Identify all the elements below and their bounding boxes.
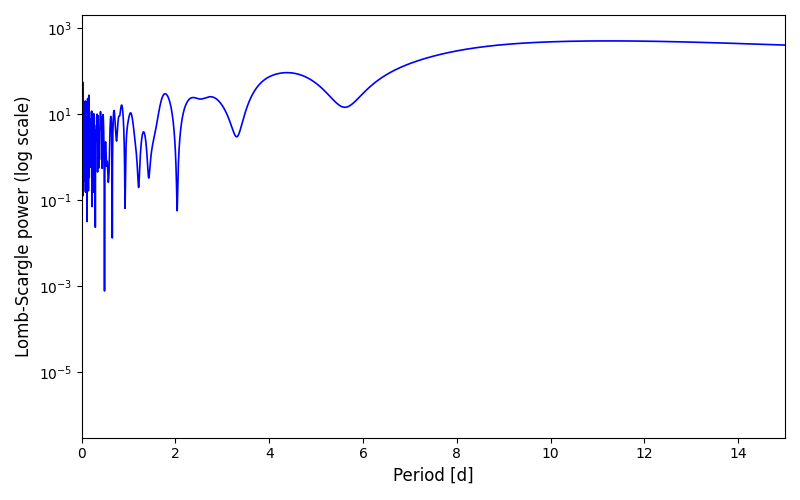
X-axis label: Period [d]: Period [d] [393, 467, 474, 485]
Y-axis label: Lomb-Scargle power (log scale): Lomb-Scargle power (log scale) [15, 96, 33, 357]
